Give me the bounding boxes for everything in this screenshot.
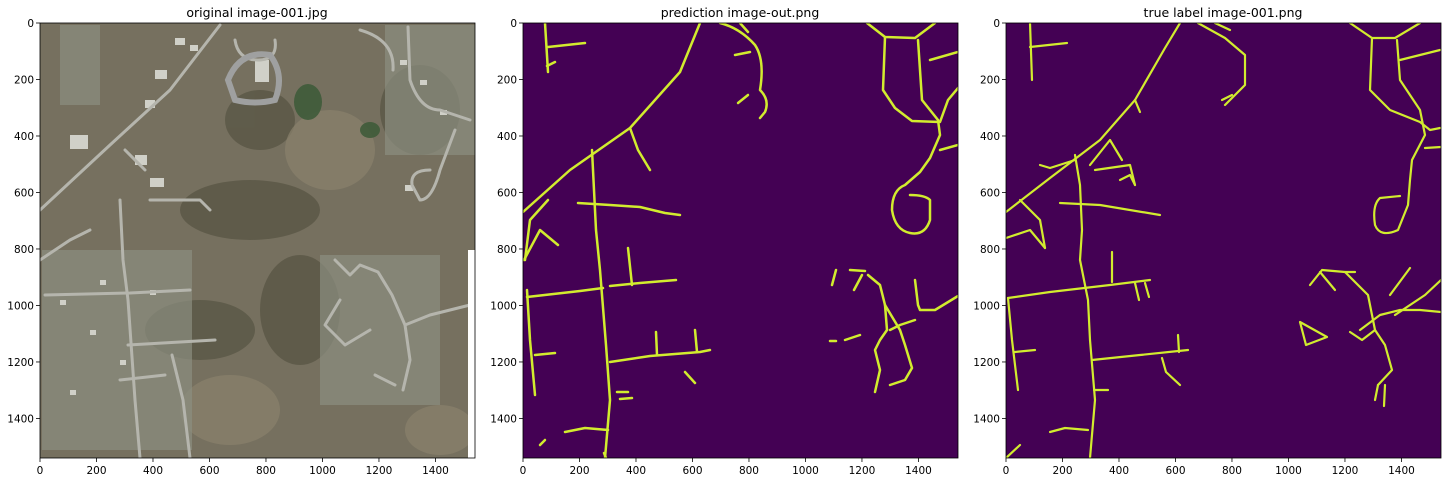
x-tick-label: 1000 (1275, 465, 1302, 477)
y-tick-label: 400 (980, 131, 1000, 143)
x-tick-label: 1200 (1332, 465, 1359, 477)
y-tick-label: 0 (993, 18, 1000, 30)
y-tick-label: 400 (497, 131, 517, 143)
axis-ticks-true-label: 0 200 400 600 800 1000 1200 1400 0 200 400 600 800 10… (973, 18, 1415, 477)
x-tick-label: 1200 (366, 465, 393, 477)
panel-title-prediction: prediction image-out.png (661, 5, 820, 20)
y-tick-label: 200 (497, 74, 517, 86)
axis-ticks-original: 0 200 400 600 800 1000 1200 1400 0 200 400 600 800 10… (7, 18, 449, 477)
axis-ticks-prediction: 0 200 400 600 800 1000 1200 1400 0 200 400 600 800 10… (490, 18, 932, 477)
x-tick-label: 1000 (792, 465, 819, 477)
y-tick-label: 600 (980, 187, 1000, 199)
axes-frame-original (39, 22, 476, 459)
x-tick-label: 1400 (905, 465, 932, 477)
x-tick-label: 1400 (1388, 465, 1415, 477)
y-tick-label: 1200 (7, 357, 34, 369)
x-tick-label: 0 (520, 465, 527, 477)
x-tick-label: 200 (1052, 465, 1072, 477)
x-tick-label: 200 (569, 465, 589, 477)
x-tick-label: 400 (1109, 465, 1129, 477)
y-tick-label: 200 (14, 74, 34, 86)
x-tick-label: 400 (626, 465, 646, 477)
axes-frame-prediction (522, 22, 959, 459)
y-tick-label: 600 (14, 187, 34, 199)
y-tick-label: 600 (497, 187, 517, 199)
y-tick-label: 800 (497, 244, 517, 256)
y-tick-label: 1400 (7, 413, 34, 425)
x-tick-label: 200 (86, 465, 106, 477)
y-tick-label: 1000 (973, 300, 1000, 312)
y-tick-label: 0 (510, 18, 517, 30)
x-tick-label: 1400 (422, 465, 449, 477)
y-tick-label: 800 (14, 244, 34, 256)
y-tick-label: 400 (14, 131, 34, 143)
y-tick-label: 1400 (973, 413, 1000, 425)
panel-title-original: original image-001.jpg (186, 5, 327, 20)
y-tick-label: 0 (27, 18, 34, 30)
panel-title-true-label: true label image-001.png (1144, 5, 1303, 20)
y-tick-label: 200 (980, 74, 1000, 86)
y-tick-label: 1000 (7, 300, 34, 312)
x-tick-label: 0 (37, 465, 44, 477)
y-tick-label: 1200 (490, 357, 517, 369)
axes-frame-true-label (1005, 22, 1442, 459)
prediction-mask (523, 23, 958, 458)
x-tick-label: 800 (739, 465, 759, 477)
aerial-image (40, 23, 475, 458)
x-tick-label: 0 (1003, 465, 1010, 477)
y-tick-label: 1200 (973, 357, 1000, 369)
y-tick-label: 1400 (490, 413, 517, 425)
mask-background-true (1006, 23, 1441, 458)
true-label-mask (1006, 23, 1441, 458)
y-tick-label: 1000 (490, 300, 517, 312)
x-tick-label: 600 (199, 465, 219, 477)
mask-background (523, 23, 958, 458)
x-tick-label: 1200 (849, 465, 876, 477)
x-tick-label: 800 (1222, 465, 1242, 477)
y-tick-label: 800 (980, 244, 1000, 256)
x-tick-label: 800 (256, 465, 276, 477)
x-tick-label: 400 (143, 465, 163, 477)
x-tick-label: 1000 (309, 465, 336, 477)
x-tick-label: 600 (1165, 465, 1185, 477)
x-tick-label: 600 (682, 465, 702, 477)
